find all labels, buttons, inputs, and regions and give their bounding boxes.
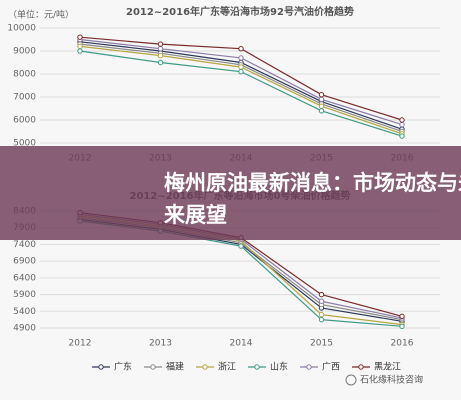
y-tick-label: 8000 xyxy=(13,70,36,80)
legend-marker xyxy=(98,364,104,370)
x-tick-label: 2012 xyxy=(69,339,92,349)
legend-marker xyxy=(358,364,364,370)
data-point xyxy=(399,313,405,319)
watermark: 石化缘科技咨询 xyxy=(360,374,423,386)
legend-label: 浙江 xyxy=(218,361,236,373)
data-point xyxy=(238,69,244,75)
y-tick-label: 5400 xyxy=(13,307,36,317)
y-tick-label: 6400 xyxy=(13,273,36,283)
legend-label: 黑龙江 xyxy=(374,361,401,373)
data-point xyxy=(318,316,325,323)
unit-label: （单位：元/吨） xyxy=(8,9,74,21)
chart-title: 2012~2016年广东等沿海市场92号汽油价格趋势 xyxy=(126,5,354,18)
data-point xyxy=(399,323,405,330)
y-tick-label: 5900 xyxy=(13,290,36,300)
data-point xyxy=(238,243,244,249)
data-point xyxy=(77,43,83,50)
y-tick-label: 10000 xyxy=(7,24,36,34)
legend-label: 广西 xyxy=(322,361,340,373)
banner xyxy=(0,146,461,240)
x-tick-label: 2013 xyxy=(149,339,172,349)
data-point xyxy=(77,48,83,54)
data-point xyxy=(318,103,325,109)
data-point xyxy=(318,92,325,98)
data-point xyxy=(399,117,405,123)
legend-label: 山东 xyxy=(270,361,288,373)
data-point xyxy=(318,108,325,114)
data-point xyxy=(157,46,164,52)
y-tick-label: 9000 xyxy=(13,47,36,57)
banner-line: 来展望 xyxy=(164,203,227,227)
data-point xyxy=(77,34,83,40)
data-point xyxy=(157,52,164,59)
y-tick-label: 5000 xyxy=(13,139,36,149)
data-point xyxy=(238,64,244,70)
data-point xyxy=(399,133,405,139)
legend-marker xyxy=(150,364,156,370)
banner-title: 梅州原油最新消息：市场动态与未来展望 xyxy=(164,171,461,227)
data-point xyxy=(157,41,164,47)
y-tick-label: 7400 xyxy=(13,240,36,250)
x-tick-label: 2016 xyxy=(391,339,414,349)
legend-marker xyxy=(202,364,208,370)
y-tick-label: 4900 xyxy=(13,324,36,334)
x-tick-label: 2014 xyxy=(230,339,253,349)
x-tick-label: 2015 xyxy=(310,339,333,349)
y-tick-label: 6900 xyxy=(13,257,36,267)
data-point xyxy=(399,121,405,128)
data-point xyxy=(238,55,244,61)
data-point xyxy=(157,59,164,66)
legend-label: 福建 xyxy=(166,361,184,373)
y-tick-label: 6000 xyxy=(13,116,36,126)
data-point xyxy=(318,96,325,103)
data-point xyxy=(238,46,244,52)
banner-line: 梅州原油最新消息：市场动态与未 xyxy=(164,171,461,195)
legend-marker xyxy=(254,364,260,370)
y-tick-label: 7000 xyxy=(13,93,36,103)
legend-label: 广东 xyxy=(114,361,132,373)
legend-marker xyxy=(306,364,312,370)
data-point xyxy=(318,311,325,318)
data-point xyxy=(318,298,325,304)
watermark-icon xyxy=(345,374,357,386)
data-point xyxy=(318,291,325,298)
